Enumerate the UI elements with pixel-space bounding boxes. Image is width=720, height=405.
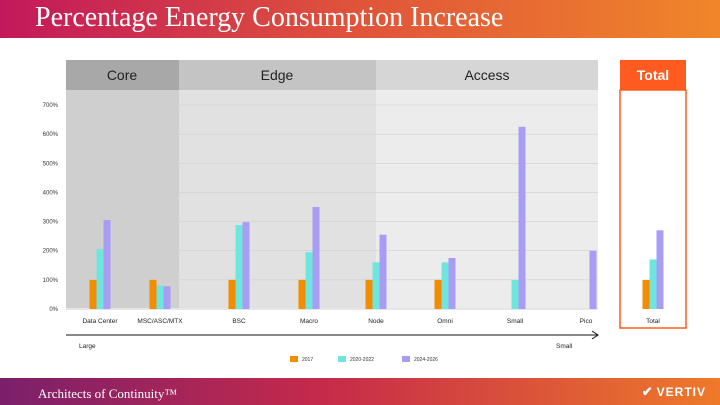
size-axis-arrowhead <box>591 330 599 340</box>
axis-small-label: Small <box>556 343 573 350</box>
section-edge-label: Edge <box>261 67 294 83</box>
brand-logo: ✔ VERTIV <box>642 384 706 400</box>
legend-swatch <box>338 356 346 362</box>
bar-2024-2026-node <box>379 234 387 309</box>
bar-2020-2022-bsc <box>235 225 243 309</box>
legend-label: 2020-2022 <box>350 357 374 363</box>
bar-2020-2022-omni <box>441 262 449 309</box>
bar-2020-2022-total <box>649 259 657 309</box>
bar-2017-total <box>642 279 650 309</box>
bar-2017-omni <box>434 279 442 309</box>
edge-header <box>179 60 376 90</box>
bar-2024-2026-small <box>518 126 526 309</box>
category-label: Data Center <box>82 318 118 325</box>
bar-2017-data-center <box>89 279 97 309</box>
bar-2024-2026-data-center <box>103 220 111 309</box>
bar-2020-2022-small <box>511 279 519 309</box>
bar-2020-2022-data-center <box>96 249 104 309</box>
category-label: Small <box>507 318 524 325</box>
bar-2020-2022-macro <box>305 252 313 309</box>
vertiv-mark-icon: ✔ <box>641 384 654 399</box>
legend-swatch <box>290 356 298 362</box>
bar-chart: Core Edge Access Total 0% 100% 200% 300% 400… <box>43 60 687 363</box>
category-label: Macro <box>300 318 318 325</box>
bar-2024-2026-total <box>656 230 664 309</box>
section-access-label: Access <box>464 67 509 83</box>
bar-2024-2026-omni <box>448 258 456 309</box>
bar-2024-2026-msc-asc-mtx <box>163 286 171 309</box>
access-header <box>376 60 598 90</box>
y-tick-label: 400% <box>43 190 59 196</box>
y-tick-label: 300% <box>43 220 59 226</box>
bar-2017-macro <box>298 279 306 309</box>
category-label: BSC <box>232 318 246 325</box>
category-label: Omni <box>437 318 453 325</box>
legend-label: 2024-2026 <box>414 357 438 363</box>
legend-label: 2017 <box>302 357 313 363</box>
bar-2024-2026-bsc <box>242 222 250 309</box>
section-core-label: Core <box>107 67 138 83</box>
page-title: Percentage Energy Consumption Increase <box>35 2 504 33</box>
bar-2017-msc-asc-mtx <box>149 279 157 309</box>
brand-name: VERTIV <box>656 385 706 399</box>
category-label: Pico <box>580 318 593 325</box>
footer-tagline: Architects of Continuity™ <box>38 386 178 401</box>
category-label: MSC/ASC/MTX <box>137 318 183 325</box>
y-tick-label: 700% <box>43 103 59 109</box>
access-band <box>376 60 598 308</box>
legend-swatch <box>402 356 410 362</box>
bar-2017-node <box>365 279 373 309</box>
axis-large-label: Large <box>79 343 96 350</box>
core-band <box>66 60 179 308</box>
bar-2020-2022-msc-asc-mtx <box>156 285 164 309</box>
bar-2020-2022-node <box>372 262 380 309</box>
total-header <box>620 60 686 90</box>
y-tick-label: 500% <box>43 161 59 167</box>
bar-2024-2026-macro <box>312 207 320 309</box>
category-label: Total <box>646 318 660 325</box>
section-total-label: Total <box>637 67 669 83</box>
edge-band <box>179 60 376 308</box>
category-label: Node <box>368 318 384 325</box>
title-bar: Percentage Energy Consumption Increase <box>0 0 720 38</box>
y-tick-label: 600% <box>43 132 59 138</box>
y-tick-label: 200% <box>43 249 59 255</box>
y-tick-label: 100% <box>43 278 59 284</box>
bar-2017-bsc <box>228 279 236 309</box>
y-tick-label: 0% <box>49 307 58 313</box>
core-header <box>66 60 179 90</box>
bar-2024-2026-pico <box>589 250 597 309</box>
footer-bar: Architects of Continuity™ ✔ VERTIV <box>0 378 720 405</box>
